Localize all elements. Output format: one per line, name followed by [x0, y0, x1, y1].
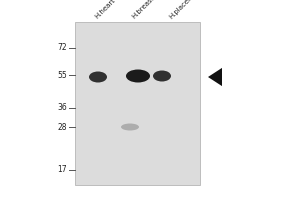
Bar — [75, 22, 200, 185]
Text: 28: 28 — [58, 122, 67, 132]
Text: 72: 72 — [57, 44, 67, 52]
Text: 36: 36 — [57, 104, 67, 112]
Ellipse shape — [89, 72, 107, 82]
Ellipse shape — [153, 71, 171, 82]
Ellipse shape — [126, 70, 150, 82]
Text: 17: 17 — [57, 166, 67, 174]
Polygon shape — [208, 68, 222, 86]
Text: H.heart: H.heart — [94, 0, 116, 20]
Text: H.placenta: H.placenta — [168, 0, 199, 20]
Ellipse shape — [121, 123, 139, 130]
Text: H.breast: H.breast — [131, 0, 156, 20]
Text: 55: 55 — [57, 71, 67, 79]
